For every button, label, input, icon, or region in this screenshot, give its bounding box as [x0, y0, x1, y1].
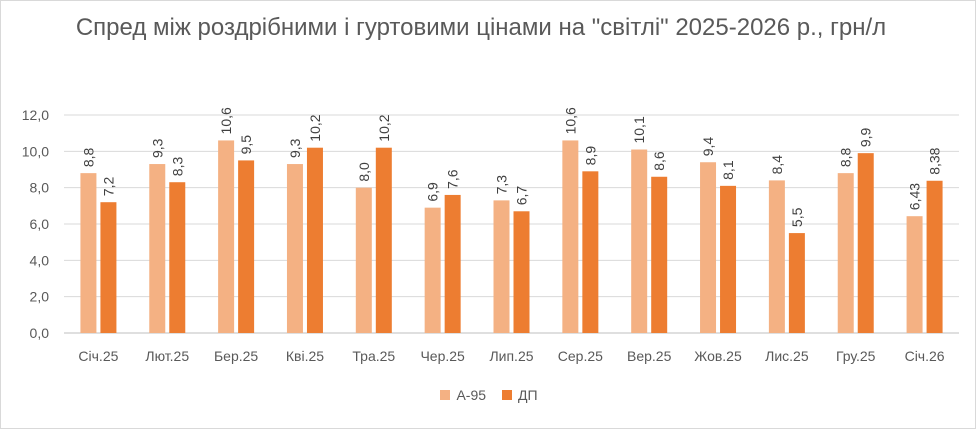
- bar-a95: [906, 216, 923, 333]
- bar-a95: [355, 187, 372, 333]
- y-tick-label: 6,0: [30, 216, 50, 232]
- bar-dp: [651, 176, 668, 333]
- bar-dp: [169, 182, 186, 333]
- x-tick-label: Кві.25: [286, 348, 324, 364]
- bar-dp: [375, 147, 392, 333]
- chart-title: Спред між роздрібними і гуртовими цінами…: [75, 14, 887, 41]
- bar-dp: [926, 180, 943, 333]
- bar-dp: [444, 194, 461, 333]
- data-label: 8,38: [927, 147, 943, 174]
- data-label: 7,2: [100, 177, 116, 197]
- data-label: 7,3: [494, 175, 510, 195]
- bar-a95: [493, 200, 510, 333]
- x-tick-label: Чер.25: [420, 348, 465, 364]
- bar-a95: [631, 149, 648, 333]
- data-label: 9,9: [858, 127, 874, 147]
- data-label: 10,2: [376, 114, 392, 141]
- bar-dp: [720, 185, 737, 333]
- data-label: 7,6: [445, 169, 461, 189]
- x-tick-label: Січ.26: [905, 348, 945, 364]
- x-tick-label: Вер.25: [627, 348, 672, 364]
- x-tick-label: Бер.25: [214, 348, 258, 364]
- bar-a95: [768, 180, 785, 333]
- bar-a95: [286, 164, 303, 333]
- bar-dp: [100, 202, 117, 333]
- legend-swatch-a95: [440, 390, 451, 400]
- data-label: 5,5: [789, 207, 805, 227]
- y-tick-label: 0,0: [30, 325, 50, 341]
- y-tick-label: 4,0: [30, 252, 50, 268]
- bar-a95: [562, 140, 579, 333]
- x-tick-label: Сер.25: [558, 348, 603, 364]
- x-tick-label: Лют.25: [145, 348, 189, 364]
- x-tick-label: Лис.25: [765, 348, 809, 364]
- data-label: 6,43: [907, 183, 923, 210]
- data-label: 9,4: [700, 137, 716, 157]
- legend-label-dp: ДП: [518, 387, 538, 403]
- bar-dp: [306, 147, 323, 333]
- data-label: 10,6: [218, 107, 234, 134]
- bar-dp: [857, 153, 874, 333]
- bar-a95: [80, 173, 97, 333]
- bar-a95: [837, 173, 854, 333]
- data-label: 9,5: [238, 135, 254, 155]
- data-label: 10,6: [562, 107, 578, 134]
- bar-a95: [218, 140, 235, 333]
- x-tick-label: Гру.25: [836, 348, 876, 364]
- data-label: 10,2: [307, 114, 323, 141]
- y-tick-label: 8,0: [30, 180, 50, 196]
- data-label: 9,3: [287, 138, 303, 158]
- chart-legend: А-95 ДП: [1, 387, 976, 403]
- data-label: 8,1: [720, 160, 736, 180]
- x-tick-label: Жов.25: [694, 348, 742, 364]
- data-label: 8,8: [838, 147, 854, 167]
- legend-item-dp: ДП: [502, 387, 538, 403]
- data-label: 8,9: [582, 146, 598, 166]
- legend-swatch-dp: [502, 390, 513, 400]
- bar-dp: [788, 233, 805, 333]
- bar-dp: [513, 211, 530, 333]
- bar-a95: [149, 164, 166, 333]
- bar-a95: [424, 207, 441, 333]
- data-label: 9,3: [149, 138, 165, 158]
- data-label: 6,9: [425, 182, 441, 202]
- data-label: 8,3: [169, 157, 185, 177]
- data-label: 8,6: [651, 151, 667, 171]
- bar-dp: [238, 160, 255, 333]
- data-label: 8,8: [80, 147, 96, 167]
- y-tick-label: 10,0: [22, 143, 49, 159]
- bar-a95: [700, 162, 717, 333]
- x-tick-label: Січ.25: [78, 348, 118, 364]
- x-tick-label: Тра.25: [352, 348, 395, 364]
- data-label: 8,0: [356, 162, 372, 182]
- x-tick-label: Лип.25: [489, 348, 533, 364]
- legend-label-a95: А-95: [456, 387, 487, 403]
- data-label: 10,1: [631, 116, 647, 143]
- y-tick-label: 2,0: [30, 289, 50, 305]
- bar-dp: [582, 171, 599, 333]
- y-tick-label: 12,0: [22, 107, 49, 123]
- data-label: 6,7: [514, 186, 530, 206]
- data-label: 8,4: [769, 155, 785, 175]
- legend-item-a95: А-95: [440, 387, 486, 403]
